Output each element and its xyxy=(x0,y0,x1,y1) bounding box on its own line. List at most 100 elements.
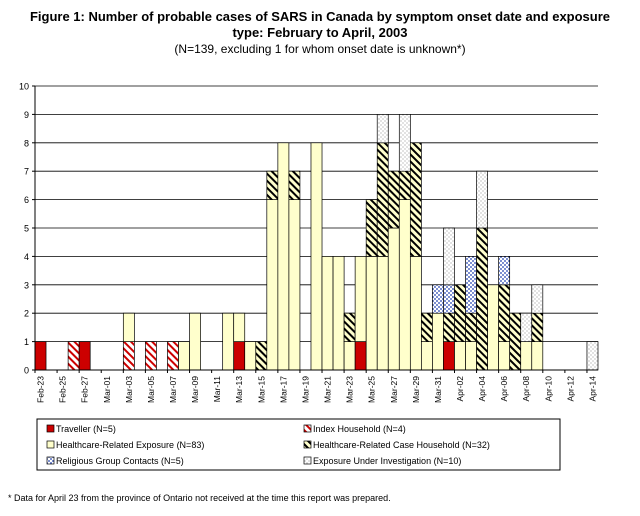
y-tick-label: 6 xyxy=(24,195,29,205)
bar-segment-traveller xyxy=(354,341,367,371)
bar-segment-hcre xyxy=(332,256,345,371)
x-tick-label: Apr-04 xyxy=(477,376,487,402)
x-tick-label: Feb-27 xyxy=(80,376,90,403)
bar-segment-hcre xyxy=(288,199,301,371)
x-tick-label: Apr-08 xyxy=(521,376,531,402)
bar-segment-hcrch xyxy=(398,170,411,200)
x-tick-label: Mar-23 xyxy=(345,376,355,403)
bar-layer xyxy=(34,114,599,371)
bar-segment-hcre xyxy=(409,256,422,371)
bar-segment-hcrch xyxy=(443,312,455,342)
bar-segment-hcrch xyxy=(409,142,422,257)
bar-segment-hcrch xyxy=(476,227,488,371)
x-tick-label: Mar-27 xyxy=(389,376,399,403)
y-tick-label: 7 xyxy=(24,167,29,177)
chart-subtitle: (N=139, excluding 1 for whom onset date … xyxy=(174,42,466,56)
y-axis-ticks: 0 1 2 3 4 5 6 7 8 9 10 xyxy=(19,82,29,376)
x-tick-label: Apr-14 xyxy=(587,376,597,402)
bar-segment-hcrch xyxy=(454,284,466,342)
legend-swatch-hcre xyxy=(46,440,55,449)
bar-segment-hcre xyxy=(354,256,367,342)
bar-segment-hcre xyxy=(122,312,135,342)
bar-segment-hcrch xyxy=(376,142,389,257)
legend-label-hcre: Healthcare-Related Exposure (N=83) xyxy=(56,440,204,450)
y-tick-label: 9 xyxy=(24,110,29,120)
bar-segment-hcre xyxy=(398,199,411,371)
bar-segment-hcre xyxy=(421,341,433,371)
legend-label-hcrch: Healthcare-Related Case Household (N=32) xyxy=(313,440,490,450)
bar-segment-traveller xyxy=(443,341,455,371)
title-line-1: Figure 1: Number of probable cases of SA… xyxy=(29,9,611,24)
bar-segment-index xyxy=(67,341,80,371)
y-tick-label: 2 xyxy=(24,309,29,319)
bar-segment-hcre xyxy=(233,312,246,342)
legend-label-investigation: Exposure Under Investigation (N=10) xyxy=(313,456,461,466)
bar-segment-hcre xyxy=(432,312,444,371)
bar-segment-hcre xyxy=(520,341,533,371)
legend-swatch-traveller xyxy=(46,424,55,433)
bar-segment-hcre xyxy=(365,256,378,371)
bar-segment-hcre xyxy=(310,142,323,371)
bar-segment-religious xyxy=(498,256,511,286)
bar-segment-hcre xyxy=(178,341,190,371)
x-tick-label: Mar-25 xyxy=(367,376,377,403)
bar-segment-religious xyxy=(432,284,444,314)
y-tick-label: 8 xyxy=(24,138,29,148)
bar-segment-investigation xyxy=(586,341,599,371)
bar-segment-hcrch xyxy=(421,312,433,342)
bar-segment-investigation xyxy=(531,284,544,314)
legend-label-religious: Religious Group Contacts (N=5) xyxy=(56,456,184,466)
x-tick-label: Mar-29 xyxy=(411,376,421,403)
bar-segment-hcre xyxy=(343,341,356,371)
y-tick-label: 0 xyxy=(24,366,29,376)
bar-segment-investigation xyxy=(376,114,389,144)
bar-segment-hcre xyxy=(387,227,400,371)
bar-segment-index xyxy=(122,341,135,371)
bar-segment-hcrch xyxy=(498,284,511,342)
x-tick-label: Mar-17 xyxy=(278,376,288,403)
legend-box xyxy=(36,418,561,471)
legend: Traveller (N=5) Index Household (N=4) Heal… xyxy=(36,418,561,471)
bar-segment-hcre xyxy=(465,341,477,371)
y-tick-label: 1 xyxy=(24,337,29,347)
bar-segment-hcrch xyxy=(531,312,544,342)
bar-segment-hcre xyxy=(498,341,511,371)
legend-label-index: Index Household (N=4) xyxy=(313,424,406,434)
x-tick-label: Mar-13 xyxy=(234,376,244,403)
bar-segment-traveller xyxy=(233,341,246,371)
bar-segment-hcrch xyxy=(387,170,400,229)
x-tick-label: Mar-05 xyxy=(146,376,156,403)
bar-segment-hcrch xyxy=(465,312,477,342)
bar-segment-investigation xyxy=(520,312,533,342)
bar-segment-hcrch xyxy=(509,312,522,371)
x-tick-label: Apr-02 xyxy=(455,376,465,402)
x-tick-label: Mar-15 xyxy=(256,376,266,403)
bar-segment-traveller xyxy=(78,341,91,371)
x-tick-label: Mar-03 xyxy=(124,376,134,403)
bar-segment-hcre xyxy=(189,312,201,371)
bar-segment-investigation xyxy=(398,114,411,172)
sars-epicurve-chart: 0 1 2 3 4 5 6 7 8 9 10 Feb-23 Feb-25 Feb-27 Mar-01 Mar… xyxy=(19,82,599,471)
bar-segment-investigation xyxy=(443,227,455,286)
bar-segment-hcrch xyxy=(365,199,378,257)
x-tick-label: Mar-31 xyxy=(433,376,443,403)
bar-segment-hcre xyxy=(531,341,544,371)
title-line-2: type: February to April, 2003 xyxy=(232,25,408,40)
bar-segment-hcrch xyxy=(266,170,279,200)
bar-segment-index xyxy=(145,341,157,371)
x-axis-ticks: Feb-23 Feb-25 Feb-27 Mar-01 Mar-03 Mar-05 Mar-… xyxy=(36,376,598,403)
bar-segment-religious xyxy=(443,284,455,314)
axes xyxy=(32,85,598,373)
x-tick-label: Apr-12 xyxy=(565,376,575,402)
legend-label-traveller: Traveller (N=5) xyxy=(56,424,116,434)
y-tick-label: 5 xyxy=(24,224,29,234)
bar-segment-investigation xyxy=(476,170,488,229)
chart-title: Figure 1: Number of probable cases of SA… xyxy=(0,9,640,41)
x-tick-label: Mar-01 xyxy=(102,376,112,403)
bar-segment-hcre xyxy=(222,312,235,371)
legend-swatch-hcrch xyxy=(303,440,312,449)
x-tick-label: Feb-25 xyxy=(58,376,68,403)
y-tick-label: 10 xyxy=(19,82,29,92)
x-tick-label: Apr-06 xyxy=(499,376,509,402)
footnote: * Data for April 23 from the province of… xyxy=(8,493,391,503)
